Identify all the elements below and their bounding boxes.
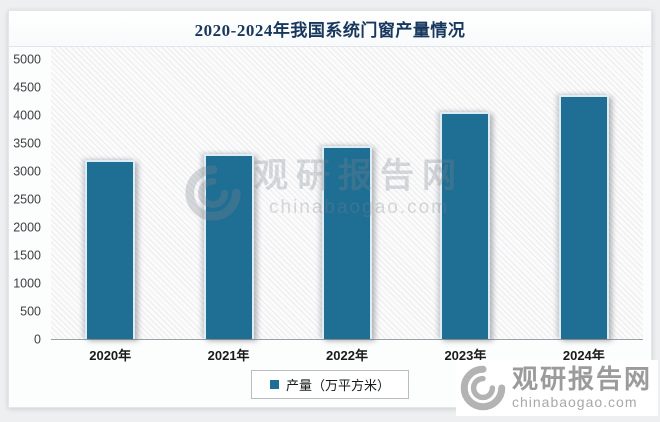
brand-swirl-icon xyxy=(460,365,506,411)
y-tick-label: 500 xyxy=(20,303,41,318)
y-tick-label: 0 xyxy=(34,331,41,346)
bar-column xyxy=(288,59,406,339)
x-tick-label: 2020年 xyxy=(89,348,132,363)
y-tick-label: 5000 xyxy=(13,51,41,66)
y-tick-label: 3500 xyxy=(13,135,41,150)
chart-card: 2020-2024年我国系统门窗产量情况 0 500 1000 1500 2000 250… xyxy=(8,10,652,408)
watermark-corner-text: 观研报告网 chinabaogao.com xyxy=(511,363,652,411)
x-tick-label: 2022年 xyxy=(326,348,368,363)
y-tick-label: 2500 xyxy=(13,191,41,206)
y-axis: 0 500 1000 1500 2000 2500 3000 3500 4000 4500 5000 xyxy=(9,53,47,345)
legend-swatch xyxy=(269,380,279,389)
x-axis-labels: 2020年 2021年 2022年 2023年 2024年 xyxy=(51,345,643,365)
bar-2021年 xyxy=(203,154,254,339)
plot-area xyxy=(51,47,643,340)
y-tick-label: 1500 xyxy=(13,247,41,262)
y-tick-label: 3000 xyxy=(13,163,41,178)
y-tick-label: 4500 xyxy=(13,79,41,94)
y-tick-label: 4000 xyxy=(13,107,41,122)
bar-2023年 xyxy=(440,112,491,339)
bar-2024年 xyxy=(558,95,609,339)
y-tick-label: 1000 xyxy=(13,275,41,290)
watermark-domain-text: chinabaogao.com xyxy=(511,394,638,411)
y-tick-label: 2000 xyxy=(13,219,41,234)
bar-column xyxy=(51,59,169,339)
bar-column xyxy=(525,59,643,339)
chart-title: 2020-2024年我国系统门窗产量情况 xyxy=(194,21,466,40)
legend: 产量（万平方米） xyxy=(250,370,410,399)
watermark-brand-text: 观研报告网 xyxy=(511,363,652,394)
legend-label: 产量（万平方米） xyxy=(285,378,391,393)
watermark-corner: 观研报告网 chinabaogao.com xyxy=(455,360,658,416)
x-tick-label: 2023年 xyxy=(444,348,487,363)
bar-column xyxy=(406,59,524,339)
plot-columns xyxy=(51,59,643,339)
bar-2020年 xyxy=(85,159,136,339)
chart-header: 2020-2024年我国系统门窗产量情况 xyxy=(9,11,651,47)
bar-2022年 xyxy=(322,145,373,339)
x-tick-label: 2024年 xyxy=(562,348,605,363)
bar-column xyxy=(169,59,287,339)
x-tick-label: 2021年 xyxy=(207,348,250,363)
